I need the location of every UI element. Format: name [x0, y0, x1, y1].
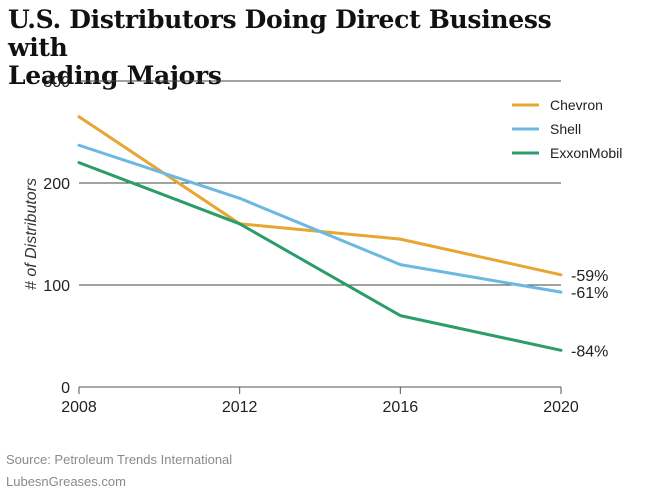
x-tick-label: 2020 [543, 399, 579, 416]
chart-title-line-2: Leading Majors [8, 61, 222, 90]
y-tick-label: 300 [43, 74, 70, 91]
end-label-chevron: -59% [571, 268, 608, 285]
y-tick-label: 200 [43, 176, 70, 193]
y-tick-label: 0 [61, 380, 70, 397]
site-credit: LubesnGreases.com [6, 474, 126, 489]
chart-title: U.S. Distributors Doing Direct Business … [8, 6, 608, 90]
y-tick-label: 100 [43, 278, 70, 295]
series-line-shell [77, 143, 563, 294]
x-tick-label: 2016 [383, 399, 419, 416]
end-label-shell: -61% [571, 285, 608, 302]
legend-label-exxonmobil: ExxonMobil [550, 145, 622, 161]
x-tick-label: 2008 [61, 399, 97, 416]
y-axis-label: # of Distributors [23, 178, 40, 290]
source-note: Source: Petroleum Trends International [6, 452, 233, 467]
end-label-exxonmobil: -84% [571, 343, 608, 360]
legend-label-shell: Shell [550, 121, 581, 137]
legend-label-chevron: Chevron [550, 97, 603, 113]
series-line-chevron [77, 115, 563, 277]
chart-title-line-1: U.S. Distributors Doing Direct Business … [8, 5, 552, 62]
x-tick-label: 2012 [222, 399, 258, 416]
series-line-exxonmobil [77, 161, 563, 352]
